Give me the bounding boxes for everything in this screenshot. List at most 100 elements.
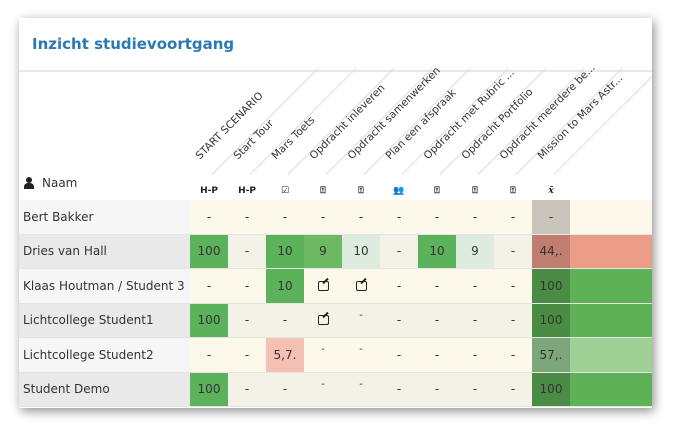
column-header[interactable]: Plan een afspraak 👥: [380, 68, 509, 202]
grade-cell[interactable]: -: [472, 347, 478, 362]
file-upload-icon: ⍐: [472, 186, 478, 196]
grade-cell[interactable]: -: [434, 347, 440, 362]
progress-bar: [570, 303, 652, 337]
grade-cell[interactable]: 10: [342, 234, 380, 268]
grade-cell[interactable]: -: [282, 313, 288, 328]
progress-bar: [570, 200, 652, 234]
edit-icon: [317, 315, 329, 326]
grade-cell[interactable]: -: [434, 209, 440, 224]
grade-cell[interactable]: -: [510, 382, 516, 397]
column-header[interactable]: Opdracht samenwerken ⍐: [342, 65, 471, 202]
student-name[interactable]: Dries van Hall: [19, 234, 190, 268]
grade-cell[interactable]: -: [510, 313, 516, 328]
progress-bar: [570, 338, 652, 372]
table-row: Lichtcollege Student2 - - 5,7. - - - - - - 57,.: [19, 338, 652, 373]
progress-card: Inzicht studievoortgang Naam START SCENA…: [19, 18, 652, 408]
student-name[interactable]: Lichtcollege Student1: [19, 303, 190, 337]
grade-cell[interactable]: -: [396, 347, 402, 362]
column-header[interactable]: Opdracht inleveren ⍐: [304, 68, 433, 202]
edit-icon[interactable]: [304, 304, 342, 338]
grade-cell[interactable]: -: [472, 209, 478, 224]
grade-cell[interactable]: 9: [456, 234, 494, 268]
table-row: Klaas Houtman / Student 3 - - 10 - - - - 100: [19, 269, 652, 304]
grade-cell[interactable]: -: [359, 344, 363, 355]
grade-cell[interactable]: -: [244, 382, 250, 397]
average-cell: 100: [532, 269, 570, 303]
average-cell: 100: [532, 372, 570, 406]
grade-cell[interactable]: 100: [190, 234, 228, 268]
grade-cell[interactable]: -: [510, 278, 516, 293]
grade-cell[interactable]: -: [244, 313, 250, 328]
student-name[interactable]: Lichtcollege Student2: [19, 338, 190, 372]
grade-cell[interactable]: -: [206, 278, 212, 293]
edit-icon: [317, 280, 329, 291]
student-name[interactable]: Bert Bakker: [19, 200, 190, 234]
grade-cell[interactable]: -: [434, 313, 440, 328]
name-column-header[interactable]: Naam: [24, 176, 77, 190]
grade-cell[interactable]: -: [320, 209, 326, 224]
grade-cell[interactable]: -: [321, 344, 325, 355]
grade-cell[interactable]: -: [472, 313, 478, 328]
grade-cell[interactable]: 10: [266, 269, 304, 303]
grade-cell[interactable]: -: [359, 378, 363, 390]
grade-cell[interactable]: -: [434, 278, 440, 293]
grade-cell[interactable]: -: [396, 244, 402, 259]
table-header: Naam START SCENARIO H-P Start Tour H-P Mars …: [19, 62, 652, 202]
grade-cell[interactable]: -: [510, 244, 516, 259]
grade-cell[interactable]: -: [396, 278, 402, 293]
edit-icon[interactable]: [304, 269, 342, 303]
grade-cell[interactable]: -: [510, 347, 516, 362]
column-header[interactable]: START SCENARIO H-P: [190, 68, 319, 202]
progress-bar: [570, 234, 652, 268]
column-header[interactable]: Opdracht Portfolio ⍐: [456, 68, 585, 202]
mean-icon: x̄: [548, 186, 554, 196]
h5p-icon: H-P: [238, 186, 256, 196]
grade-cell[interactable]: -: [434, 382, 440, 397]
grade-cell[interactable]: -: [244, 244, 250, 259]
user-icon: [24, 177, 34, 189]
grade-cell[interactable]: 5,7.: [266, 338, 304, 372]
table-row: Student Demo 100- - - - - - - -100: [19, 372, 652, 407]
column-header[interactable]: Opdracht meerdere be... ⍐: [494, 62, 623, 202]
column-header[interactable]: Mission to Mars Astr... x̄: [532, 68, 652, 202]
progress-table: Bert Bakker - - - - - - - - - - Dries van Hall 100-1…: [19, 200, 652, 407]
grade-cell[interactable]: -: [396, 209, 402, 224]
checkbox-icon: ☑: [280, 186, 290, 196]
grade-cell[interactable]: -: [244, 278, 250, 293]
grade-cell[interactable]: -: [396, 382, 402, 397]
grade-cell[interactable]: -: [206, 209, 212, 224]
grade-cell[interactable]: -: [396, 313, 402, 328]
grade-cell[interactable]: 9: [304, 234, 342, 268]
grade-cell[interactable]: -: [472, 278, 478, 293]
column-header[interactable]: Mars Toets ☑: [266, 68, 395, 202]
user-appointment-icon: 👥: [393, 186, 405, 196]
file-upload-icon: ⍐: [320, 186, 326, 196]
grade-cell[interactable]: -: [206, 347, 212, 362]
grade-cell[interactable]: 100: [190, 303, 228, 337]
grade-cell[interactable]: -: [472, 382, 478, 397]
progress-bar: [570, 269, 652, 303]
file-upload-icon: ⍐: [358, 186, 364, 196]
name-header-label: Naam: [42, 176, 78, 190]
grade-cell[interactable]: -: [282, 382, 288, 397]
grade-cell[interactable]: -: [244, 347, 250, 362]
grade-cell[interactable]: 10: [266, 234, 304, 268]
grade-cell[interactable]: 100: [190, 372, 228, 406]
grade-cell[interactable]: -: [510, 209, 516, 224]
file-upload-icon: ⍐: [434, 186, 440, 196]
column-header[interactable]: Opdracht met Rubric ... ⍐: [418, 67, 547, 202]
grade-cell[interactable]: -: [359, 309, 363, 321]
grade-cell[interactable]: -: [282, 209, 288, 224]
average-cell: 44,.: [532, 234, 570, 268]
grade-cell[interactable]: -: [321, 378, 325, 390]
h5p-icon: H-P: [200, 186, 218, 196]
grade-cell[interactable]: -: [358, 209, 364, 224]
student-name[interactable]: Student Demo: [19, 372, 190, 406]
student-name[interactable]: Klaas Houtman / Student 3: [19, 269, 190, 303]
page-title: Inzicht studievoortgang: [32, 35, 235, 53]
edit-icon[interactable]: [342, 269, 380, 303]
grade-cell[interactable]: -: [244, 209, 250, 224]
column-header[interactable]: Start Tour H-P: [228, 68, 357, 202]
file-upload-icon: ⍐: [510, 186, 516, 196]
grade-cell[interactable]: 10: [418, 234, 456, 268]
